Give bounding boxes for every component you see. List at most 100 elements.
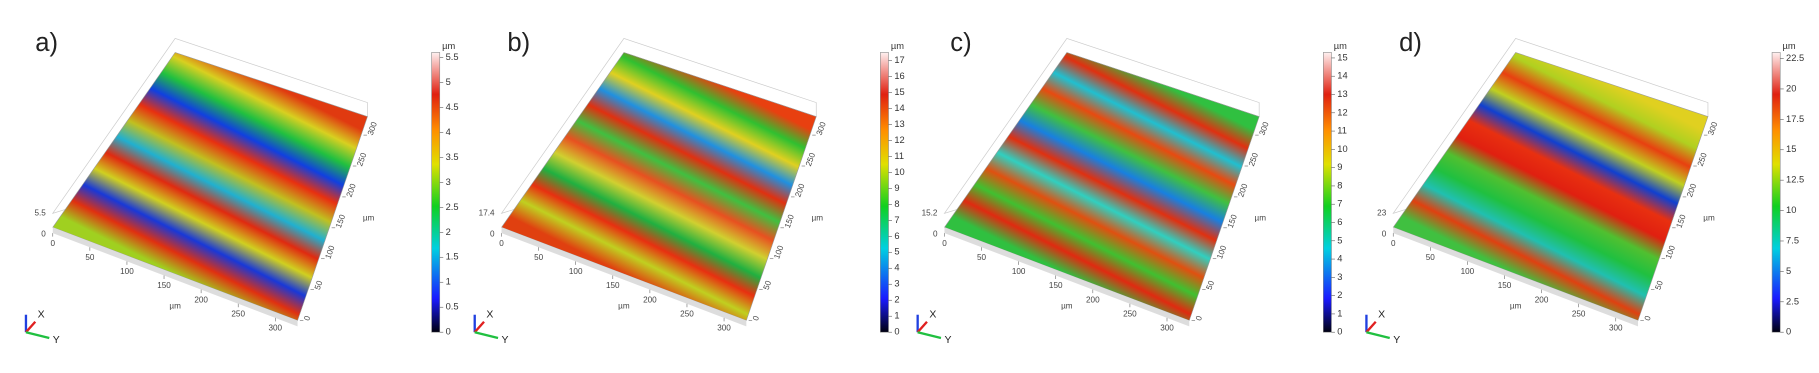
colorbar-tick-label: 7 <box>1337 199 1342 209</box>
y-axis-unit: µm <box>812 214 824 223</box>
y-tick-label: 250 <box>1696 151 1709 167</box>
y-tick-label: 150 <box>1226 213 1239 229</box>
surface <box>501 52 817 321</box>
colorbar-tick-label: 5 <box>446 77 451 87</box>
colorbar-tick-label: 4 <box>446 127 451 137</box>
z-min-label: 0 <box>1382 229 1387 238</box>
y-tick-label: 100 <box>324 244 337 260</box>
colorbar-tick-label: 16 <box>894 71 904 81</box>
triad-x-label: X <box>38 309 45 320</box>
colorbar-tick-label: 17 <box>894 55 904 65</box>
y-tick-label: 50 <box>1653 279 1665 291</box>
colorbar-unit: µm <box>1334 41 1347 51</box>
y-tick-label: 150 <box>783 213 796 229</box>
colorbar-tick-label: 2 <box>894 295 899 305</box>
colorbar-tick-label: 9 <box>894 183 899 193</box>
y-tick-label: 50 <box>313 279 325 291</box>
colorbar-tick-label: 2.5 <box>1786 296 1799 306</box>
x-tick-label: 100 <box>1012 267 1026 276</box>
triad-x <box>25 320 37 333</box>
panel: b)17.40005050100100150150200200250250300… <box>473 29 905 346</box>
y-tick-label: 100 <box>1664 244 1677 260</box>
z-max-label: 17.4 <box>479 208 495 217</box>
x-tick-label: 150 <box>1498 281 1512 290</box>
colorbar-tick-label: 17.5 <box>1786 114 1804 124</box>
x-tick-label: 100 <box>1461 267 1475 276</box>
colorbar-unit: µm <box>442 41 455 51</box>
colorbar-tick-label: 10 <box>894 167 904 177</box>
x-tick-label: 0 <box>1391 239 1396 248</box>
colorbar-tick-label: 2 <box>1337 290 1342 300</box>
surface <box>52 52 368 321</box>
colorbar-tick-label: 3 <box>446 177 451 187</box>
x-tick-label: 200 <box>643 295 657 304</box>
x-tick-label: 300 <box>1160 324 1174 333</box>
colorbar-tick-label: 12 <box>1337 107 1347 117</box>
colorbar-tick-label: 6 <box>894 231 899 241</box>
colorbar-unit: µm <box>891 41 904 51</box>
x-tick-label: 0 <box>942 239 947 248</box>
colorbar-tick-label: 8 <box>894 199 899 209</box>
y-tick-label: 200 <box>793 182 806 198</box>
colorbar-tick-label: 7 <box>894 215 899 225</box>
x-tick-label: 0 <box>51 239 56 248</box>
x-tick-label: 300 <box>1609 324 1623 333</box>
colorbar-tick-label: 10 <box>1786 205 1796 215</box>
z-max-label: 23 <box>1377 208 1387 217</box>
triad-y <box>25 331 50 340</box>
panel-label: b) <box>507 29 530 57</box>
z-max-label: 5.5 <box>34 208 46 217</box>
colorbar-tick-label: 0 <box>446 327 451 337</box>
z-min-label: 0 <box>933 229 938 238</box>
colorbar <box>431 52 441 333</box>
panel: d)23000505010010015015020020025025030030… <box>1365 29 1804 346</box>
x-tick-label: 50 <box>1426 253 1436 262</box>
y-tick-label: 0 <box>751 314 761 322</box>
y-tick-label: 300 <box>1258 120 1271 136</box>
x-tick-label: 100 <box>569 267 583 276</box>
colorbar-tick-label: 15 <box>1786 144 1796 154</box>
colorbar-tick-label: 14 <box>894 103 904 113</box>
x-tick-label: 50 <box>977 253 987 262</box>
colorbar-tick-label: 5 <box>1786 266 1791 276</box>
y-tick-label: 0 <box>1194 314 1204 322</box>
z-min-label: 0 <box>41 229 46 238</box>
triad-y-label: Y <box>944 335 951 346</box>
panel-label: a) <box>35 29 58 57</box>
colorbar-tick-label: 4 <box>1337 254 1342 264</box>
x-axis-unit: µm <box>618 302 630 311</box>
base-front <box>944 227 1190 327</box>
surface <box>944 52 1260 321</box>
colorbar-tick-label: 15 <box>894 87 904 97</box>
colorbar-tick-label: 6 <box>1337 217 1342 227</box>
y-tick-label: 100 <box>772 244 785 260</box>
colorbar-tick-label: 11 <box>894 151 904 161</box>
colorbar-tick-label: 3.5 <box>446 152 459 162</box>
panel: a)5.500050501001001501502002002502503003… <box>24 29 459 346</box>
colorbar-tick-label: 10 <box>1337 144 1347 154</box>
y-tick-label: 250 <box>355 151 368 167</box>
colorbar-tick-label: 3 <box>894 279 899 289</box>
triad-y <box>474 331 499 340</box>
colorbar-tick-label: 12 <box>894 135 904 145</box>
triad-x <box>473 320 485 333</box>
colorbar-tick-label: 8 <box>1337 180 1342 190</box>
x-tick-label: 250 <box>680 309 694 318</box>
colorbar-tick-label: 4 <box>894 263 899 273</box>
y-axis-unit: µm <box>1255 214 1267 223</box>
y-tick-label: 50 <box>1205 279 1217 291</box>
base-front <box>1393 227 1639 327</box>
panel-label: d) <box>1399 29 1422 57</box>
colorbar-tick-label: 20 <box>1786 83 1796 93</box>
triad-x-label: X <box>486 309 493 320</box>
x-tick-label: 150 <box>157 281 171 290</box>
panel-label: c) <box>950 29 971 57</box>
x-tick-label: 0 <box>499 239 504 248</box>
y-axis-unit: µm <box>363 214 375 223</box>
x-tick-label: 150 <box>606 281 620 290</box>
colorbar-tick-label: 3 <box>1337 272 1342 282</box>
colorbar-unit: µm <box>1783 41 1796 51</box>
x-tick-label: 250 <box>231 309 245 318</box>
colorbar-tick-label: 13 <box>1337 89 1347 99</box>
